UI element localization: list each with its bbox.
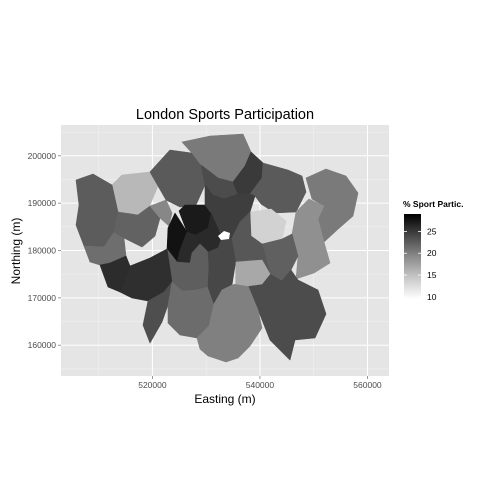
borough-regions	[75, 133, 359, 363]
borough-region	[196, 283, 263, 363]
legend-title: % Sport Partic.	[403, 199, 463, 209]
legend-tick-label: 25	[427, 226, 437, 236]
chart-title: London Sports Participation	[136, 107, 314, 123]
y-tick-label: 160000	[28, 340, 57, 350]
missing-data-region	[218, 231, 230, 240]
borough-region	[235, 259, 271, 287]
borough-region	[305, 168, 359, 243]
legend-tick-label: 10	[427, 292, 437, 302]
borough-region	[113, 205, 161, 248]
legend-tick-label: 20	[427, 248, 437, 258]
borough-region	[247, 269, 327, 361]
x-axis: 520000 540000 560000	[138, 376, 382, 390]
legend-tick-label: 15	[427, 270, 437, 280]
borough-region	[149, 149, 206, 208]
y-tick-label: 170000	[28, 293, 57, 303]
y-axis: 160000 170000 180000 190000 200000	[28, 151, 61, 350]
borough-region	[99, 255, 131, 293]
legend-ticks: 10 15 20 25	[404, 226, 437, 302]
borough-region	[149, 199, 173, 227]
x-tick-label: 520000	[138, 380, 167, 390]
x-axis-title: Easting (m)	[194, 392, 255, 406]
x-tick-label: 540000	[246, 380, 275, 390]
y-tick-label: 200000	[28, 151, 57, 161]
y-tick-label: 180000	[28, 246, 57, 256]
y-tick-label: 190000	[28, 198, 57, 208]
y-axis-title: Northing (m)	[9, 218, 23, 285]
borough-region	[142, 281, 173, 344]
x-tick-label: 560000	[353, 380, 382, 390]
legend-colorbar	[404, 214, 421, 299]
